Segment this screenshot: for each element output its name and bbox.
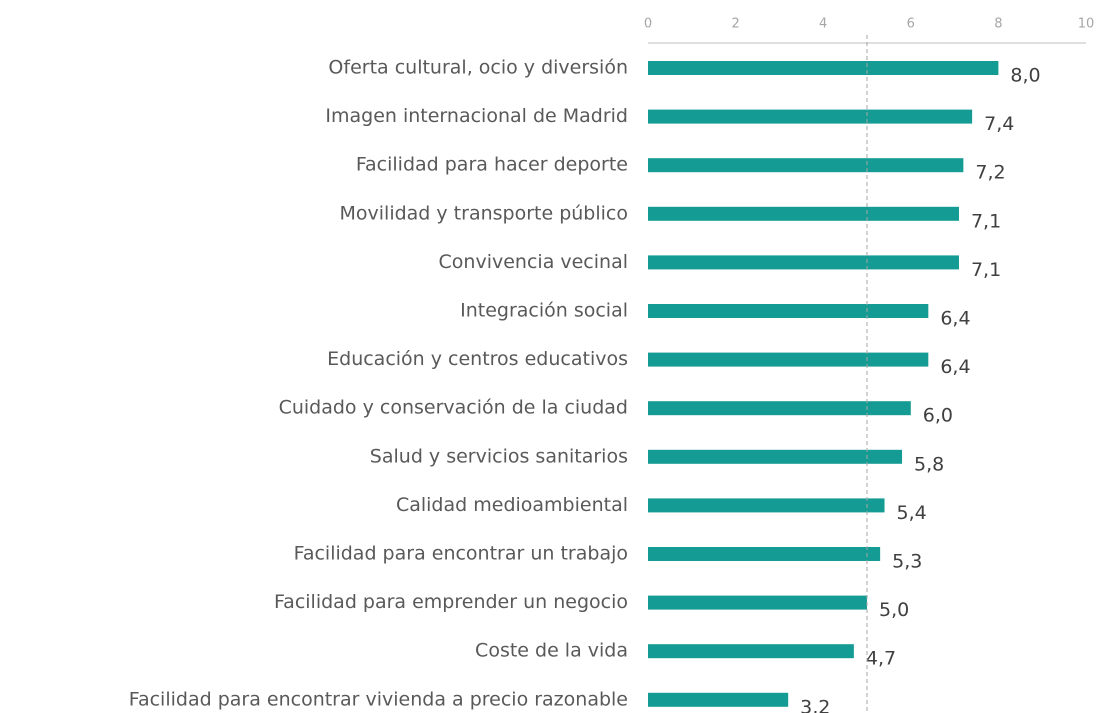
category-label: Movilidad y transporte público <box>340 202 629 224</box>
bar <box>648 498 885 513</box>
bar <box>648 644 854 659</box>
bar <box>648 109 973 124</box>
x-tick-label: 0 <box>644 17 652 32</box>
x-tick-label: 10 <box>1078 17 1095 32</box>
category-label: Facilidad para encontrar vivienda a prec… <box>129 688 628 710</box>
value-label: 6,4 <box>940 308 970 330</box>
category-label: Oferta cultural, ocio y diversión <box>328 57 628 79</box>
value-label: 6,4 <box>940 356 970 378</box>
x-tick-label: 4 <box>819 17 827 32</box>
value-label: 7,1 <box>971 259 1001 281</box>
bar <box>648 449 903 464</box>
bar <box>648 61 999 75</box>
x-tick-label: 8 <box>994 17 1002 32</box>
category-label: Salud y servicios sanitarios <box>370 445 628 467</box>
value-label: 8,0 <box>1010 65 1040 87</box>
value-label: 6,0 <box>923 405 953 427</box>
value-label: 5,8 <box>914 453 944 475</box>
value-label: 7,4 <box>984 113 1014 135</box>
value-label: 5,0 <box>879 599 909 621</box>
bar <box>648 206 959 221</box>
category-label: Calidad medioambiental <box>396 494 628 516</box>
value-label: 5,4 <box>897 502 927 524</box>
category-label: Facilidad para encontrar un trabajo <box>294 543 628 565</box>
category-label: Coste de la vida <box>475 640 628 662</box>
bar <box>648 401 911 416</box>
category-label: Imagen internacional de Madrid <box>325 105 628 127</box>
bar <box>648 692 789 707</box>
value-label: 3,2 <box>800 696 830 713</box>
value-label: 5,3 <box>892 551 922 573</box>
category-label: Facilidad para emprender un negocio <box>274 591 628 613</box>
x-tick-label: 2 <box>731 17 739 32</box>
category-label: Educación y centros educativos <box>327 348 628 370</box>
category-label: Facilidad para hacer deporte <box>356 154 628 176</box>
category-label: Convivencia vecinal <box>439 251 628 273</box>
bar <box>648 595 867 610</box>
value-label: 4,7 <box>866 648 896 670</box>
category-label: Cuidado y conservación de la ciudad <box>279 397 628 419</box>
bar <box>648 255 959 270</box>
bar <box>648 304 929 318</box>
category-label: Integración social <box>460 300 628 322</box>
bar <box>648 547 881 561</box>
value-label: 7,2 <box>975 162 1005 184</box>
bar <box>648 352 929 367</box>
bar <box>648 158 964 173</box>
x-tick-label: 6 <box>907 17 915 32</box>
value-label: 7,1 <box>971 210 1001 232</box>
